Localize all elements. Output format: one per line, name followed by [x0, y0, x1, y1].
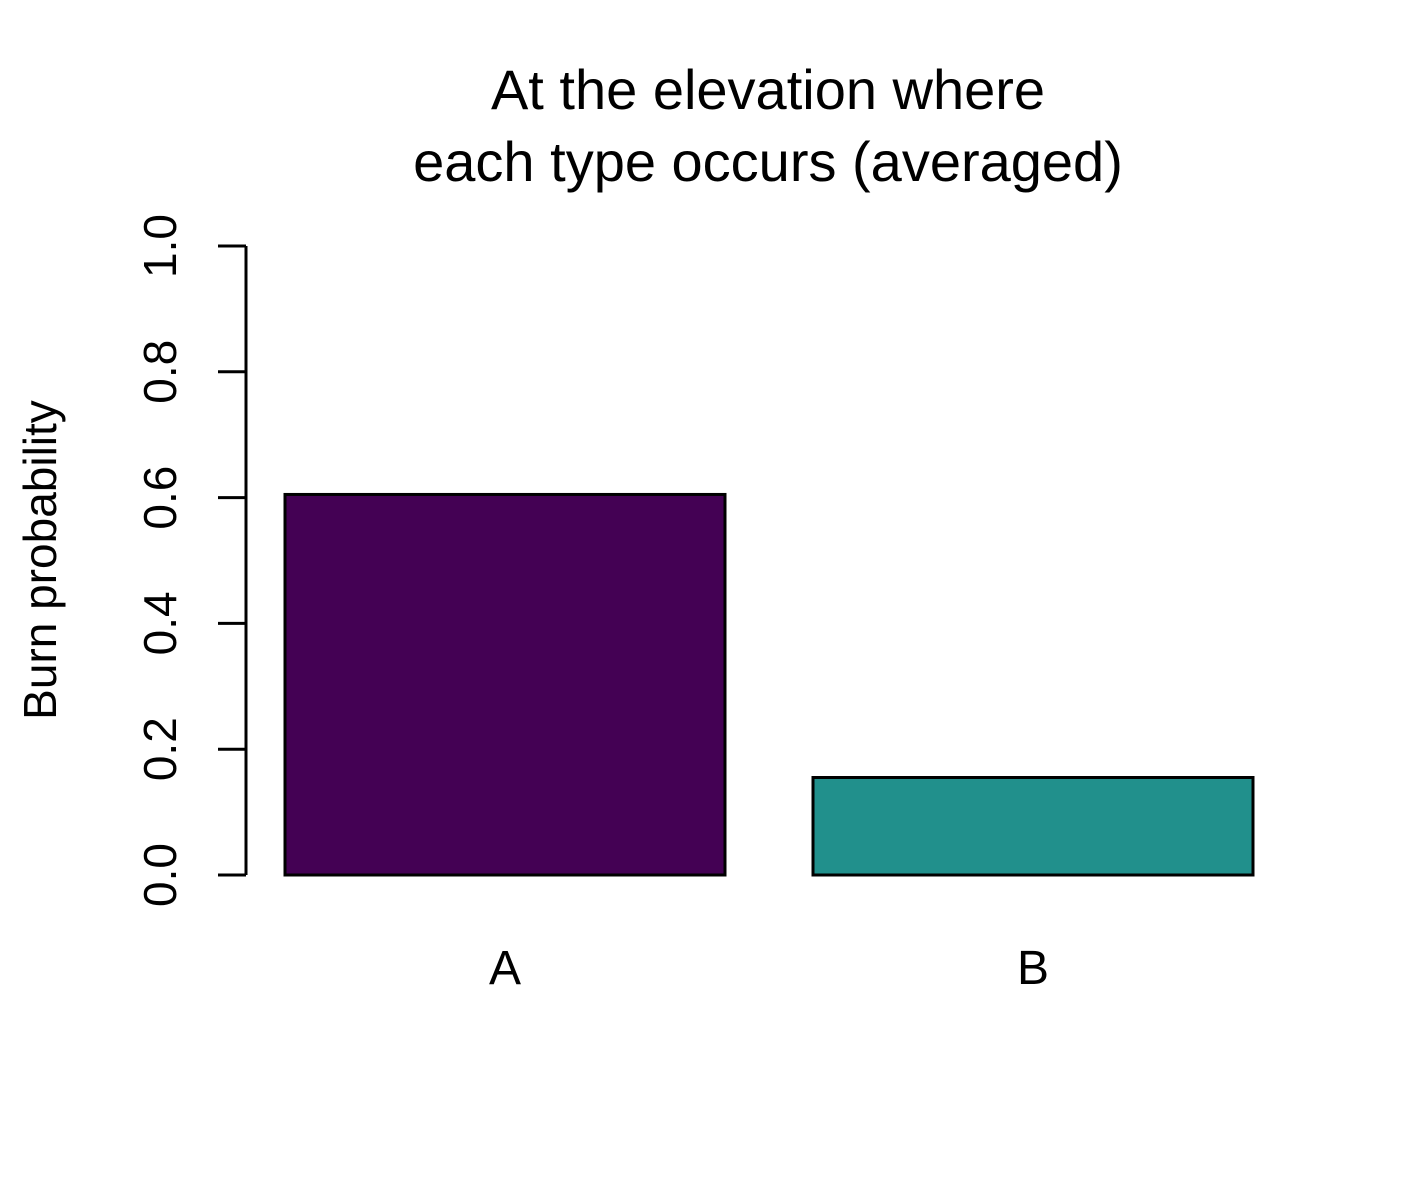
bar-B	[811, 776, 1255, 877]
bars	[283, 492, 1255, 877]
y-axis: 0.0 0.2 0.4 0.6 0.8 1.0	[134, 214, 248, 907]
y-axis-label: Burn probability	[14, 400, 66, 720]
y-tick-label: 0.8	[134, 340, 186, 404]
y-tick-label: 0.6	[134, 466, 186, 530]
y-tick-label: 1.0	[134, 214, 186, 278]
chart-title-line-2: each type occurs (averaged)	[413, 130, 1123, 193]
chart-title-line-1: At the elevation where	[491, 58, 1045, 121]
x-tick-label: A	[489, 942, 521, 995]
bar-A	[283, 492, 727, 877]
y-tick-label: 0.4	[134, 591, 186, 655]
y-tick-label: 0.2	[134, 717, 186, 781]
y-tick-label: 0.0	[134, 843, 186, 907]
x-tick-label: B	[1017, 942, 1049, 995]
